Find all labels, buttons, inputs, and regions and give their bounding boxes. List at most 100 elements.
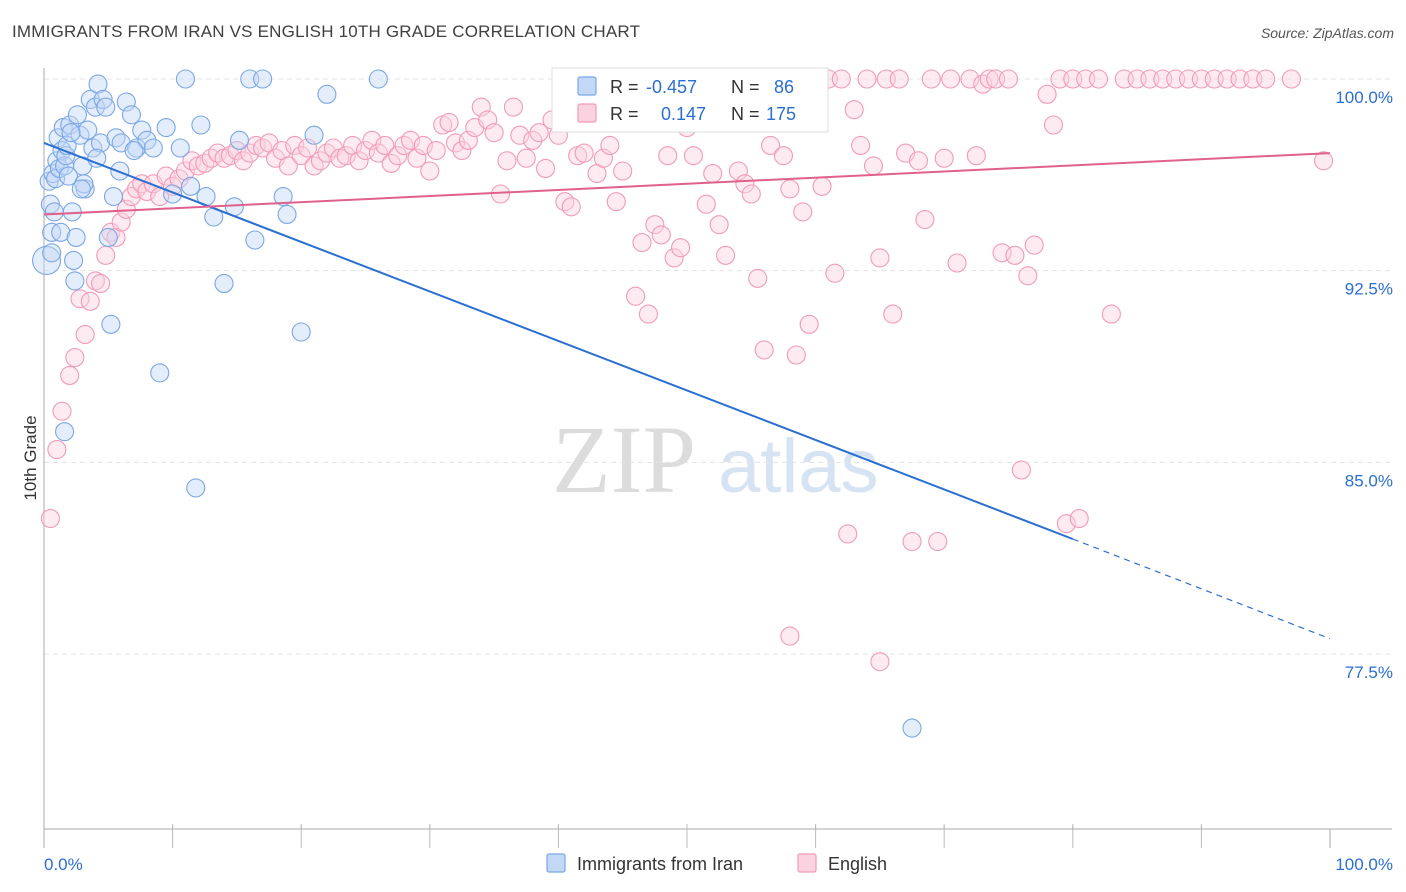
point-english-90	[600, 135, 620, 155]
point-english-103	[683, 146, 703, 166]
point-english-42	[291, 146, 311, 166]
point-english-63	[426, 141, 446, 161]
trend-line-english	[43, 152, 1331, 216]
point-iran-39	[116, 92, 136, 112]
point-english-40	[278, 156, 298, 176]
point-english-65	[439, 112, 459, 132]
y-tick-label-0: 100.0%	[1335, 88, 1393, 107]
point-english-146	[966, 146, 986, 166]
trend-line-iran	[43, 141, 1074, 540]
point-iran-43	[137, 130, 157, 150]
point-iran-73	[55, 422, 75, 442]
point-english-105	[696, 194, 716, 214]
watermark-zip: ZIP	[552, 406, 696, 513]
legend-swatch-iran[interactable]	[546, 853, 566, 873]
point-iran-51	[186, 478, 206, 498]
point-english-137	[902, 532, 922, 552]
point-iran-65	[317, 84, 337, 104]
point-iran-37	[106, 128, 126, 148]
point-english-31	[220, 146, 241, 166]
y-tick-label-2: 85.0%	[1345, 471, 1393, 490]
y-tick-label-3: 77.5%	[1345, 663, 1393, 682]
point-iran-74	[71, 179, 91, 199]
point-iran-5	[44, 202, 64, 222]
stats-n-value-english: 175	[766, 104, 796, 124]
trend-line-iran-extension	[1072, 538, 1331, 640]
point-english-140	[921, 69, 941, 89]
point-english-75	[503, 97, 523, 117]
point-english-78	[523, 130, 543, 150]
point-english-112	[741, 184, 761, 204]
point-iran-4	[43, 164, 63, 184]
point-english-152	[1005, 245, 1025, 265]
trend-lines	[43, 141, 1331, 640]
point-iran-19	[64, 250, 84, 270]
point-english-55	[375, 135, 395, 155]
stats-n-value-iran: 86	[774, 77, 794, 97]
point-english-12	[106, 227, 126, 247]
point-english-163	[1088, 69, 1109, 89]
watermark-atlas: atlas	[718, 424, 879, 509]
point-iran-69	[61, 123, 81, 143]
point-iran-36	[103, 187, 123, 207]
point-english-155	[1024, 235, 1044, 255]
point-english-74	[497, 151, 517, 171]
point-english-36	[253, 138, 273, 158]
point-iran-46	[156, 118, 176, 138]
point-english-34	[240, 143, 260, 163]
point-english-84	[561, 197, 581, 217]
point-english-79	[529, 123, 549, 143]
point-iran-48	[170, 138, 190, 158]
point-iran-66	[368, 69, 388, 89]
x-tick-label-min: 0.0%	[44, 855, 83, 874]
point-english-67	[452, 141, 472, 161]
legend-swatch-english[interactable]	[797, 853, 817, 873]
point-english-142	[934, 148, 954, 168]
point-iran-57	[229, 130, 250, 150]
y-tick-label-1: 92.5%	[1345, 280, 1393, 299]
point-english-156	[1037, 84, 1057, 104]
point-english-62	[420, 161, 440, 181]
point-iran-62	[277, 204, 297, 224]
point-english-178	[1314, 151, 1334, 171]
stats-swatch-iran	[577, 76, 597, 96]
point-iran-22	[67, 105, 87, 125]
series-iran	[32, 69, 922, 738]
point-english-13	[111, 212, 131, 232]
legend-label-english[interactable]: English	[828, 854, 887, 874]
point-english-154	[1018, 266, 1038, 286]
point-english-51	[349, 151, 369, 171]
point-english-45	[310, 151, 331, 171]
point-iran-50	[181, 176, 201, 196]
point-english-3	[60, 365, 80, 385]
series-english	[40, 69, 1334, 672]
stats-swatch-english	[577, 103, 597, 123]
point-english-77	[516, 148, 536, 168]
point-english-1	[47, 440, 67, 460]
point-iran-41	[127, 138, 147, 158]
point-english-7	[80, 291, 100, 311]
point-english-119	[786, 345, 806, 365]
point-iran-63	[291, 322, 311, 342]
point-iran-72	[124, 141, 144, 161]
point-english-61	[413, 135, 433, 155]
point-english-126	[831, 69, 851, 89]
point-english-24	[175, 161, 196, 181]
point-iran-26	[78, 120, 98, 140]
point-english-139	[915, 210, 935, 230]
point-iran-70	[74, 174, 94, 194]
point-english-6	[75, 325, 95, 345]
legend-label-iran[interactable]: Immigrants from Iran	[577, 854, 743, 874]
y-axis-label: 10th Grade	[21, 415, 40, 500]
point-english-54	[368, 143, 388, 163]
point-english-106	[703, 164, 723, 184]
point-english-8	[85, 271, 105, 291]
point-english-134	[883, 304, 903, 324]
point-english-107	[709, 215, 729, 235]
point-english-123	[812, 176, 832, 196]
point-english-86	[574, 143, 594, 163]
point-english-97	[645, 215, 665, 235]
point-english-98	[651, 225, 671, 245]
point-english-130	[857, 69, 877, 89]
